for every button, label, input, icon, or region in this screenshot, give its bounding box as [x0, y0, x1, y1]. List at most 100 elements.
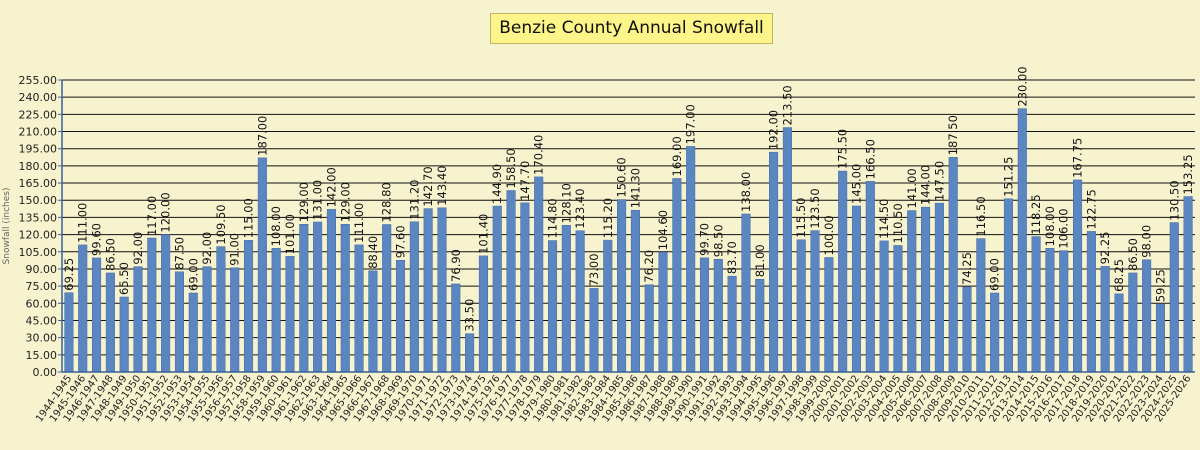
data-label: 175.50 [836, 129, 850, 169]
data-label: 116.50 [974, 196, 988, 236]
data-label: 104.60 [656, 210, 670, 250]
data-label: 111.00 [76, 203, 90, 243]
y-tick-label: 90.00 [26, 263, 58, 276]
y-tick-label: 180.00 [19, 160, 58, 173]
bar [824, 257, 834, 373]
bar [437, 207, 447, 373]
bar [658, 251, 668, 373]
data-label: 87.50 [172, 237, 186, 270]
data-label: 150.60 [615, 157, 629, 197]
bar [879, 240, 889, 373]
data-label: 115.20 [601, 198, 615, 238]
data-label: 147.50 [932, 161, 946, 201]
y-tick-label: 105.00 [19, 246, 58, 259]
bar [354, 244, 364, 373]
chart-title: Benzie County Annual Snowfall [490, 13, 773, 44]
bar [976, 238, 986, 373]
y-tick-label: 15.00 [26, 349, 58, 362]
y-tick-label: 255.00 [19, 74, 58, 87]
data-label: 98.50 [711, 224, 725, 257]
y-tick-label: 0.00 [33, 366, 58, 379]
data-label: 138.00 [739, 172, 753, 212]
data-label: 100.00 [822, 215, 836, 255]
data-label: 69.00 [988, 258, 1002, 291]
data-label: 101.40 [476, 214, 490, 254]
data-label: 115.50 [794, 197, 808, 237]
data-label: 145.00 [849, 164, 863, 204]
bar [492, 205, 502, 373]
data-label: 123.40 [573, 188, 587, 228]
bar [575, 230, 585, 373]
bar [534, 176, 544, 373]
data-label: 92.00 [200, 232, 214, 265]
bar [368, 270, 378, 373]
data-label: 128.80 [380, 182, 394, 222]
bar [907, 210, 917, 373]
bar [589, 288, 599, 373]
bar [1045, 248, 1055, 373]
bar [174, 271, 184, 373]
bar [699, 257, 710, 373]
y-tick-label: 45.00 [26, 314, 58, 327]
data-label: 187.50 [946, 115, 960, 155]
bar [1086, 231, 1096, 373]
bar [921, 206, 931, 373]
bar [865, 181, 875, 373]
data-label: 33.50 [463, 299, 477, 332]
y-tick-label: 240.00 [19, 91, 58, 104]
data-label: 128.10 [559, 183, 573, 223]
bar [326, 209, 336, 373]
data-label: 230.00 [1015, 66, 1029, 106]
bar [119, 296, 129, 373]
y-tick-label: 195.00 [19, 143, 58, 156]
bar [547, 240, 558, 373]
y-tick-label: 225.00 [19, 108, 58, 121]
bar [741, 213, 751, 373]
bar [686, 146, 696, 373]
bar [451, 283, 461, 373]
data-label: 187.00 [255, 116, 269, 156]
data-label: 142.00 [324, 167, 338, 207]
bar [1114, 293, 1124, 373]
data-label: 99.60 [90, 223, 104, 256]
data-label: 144.00 [919, 165, 933, 205]
bar [340, 224, 350, 373]
data-label: 86.50 [103, 238, 117, 271]
bar [188, 292, 198, 373]
data-label: 197.00 [684, 104, 698, 144]
data-label: 106.00 [1057, 208, 1071, 248]
bar [1183, 196, 1193, 373]
bar [561, 225, 571, 373]
bar [769, 151, 779, 373]
data-label: 143.40 [435, 166, 449, 206]
data-label: 166.50 [863, 139, 877, 179]
bar [1017, 108, 1027, 373]
bar [1155, 303, 1165, 373]
data-label: 108.00 [269, 206, 283, 246]
data-label: 170.40 [532, 135, 546, 175]
bar [990, 292, 1000, 373]
y-tick-label: 165.00 [19, 177, 58, 190]
data-label: 123.50 [808, 188, 822, 228]
bar [202, 266, 212, 373]
data-label: 144.90 [490, 164, 504, 204]
bar [1100, 266, 1110, 373]
bar [603, 239, 613, 373]
bar [313, 221, 323, 373]
data-label: 153.25 [1181, 154, 1195, 194]
data-label: 169.00 [670, 136, 684, 176]
bar [755, 278, 765, 373]
bar [92, 257, 102, 373]
data-label: 192.00 [767, 110, 781, 150]
bar [617, 199, 627, 373]
data-label: 69.25 [62, 258, 76, 291]
data-label: 147.70 [518, 161, 532, 201]
data-label: 114.80 [546, 198, 560, 238]
bar [257, 157, 267, 373]
data-label: 115.00 [242, 198, 256, 238]
bar [782, 127, 792, 373]
data-label: 74.25 [960, 252, 974, 285]
data-label: 86.50 [1126, 238, 1140, 271]
data-label: 92.25 [1098, 231, 1112, 264]
